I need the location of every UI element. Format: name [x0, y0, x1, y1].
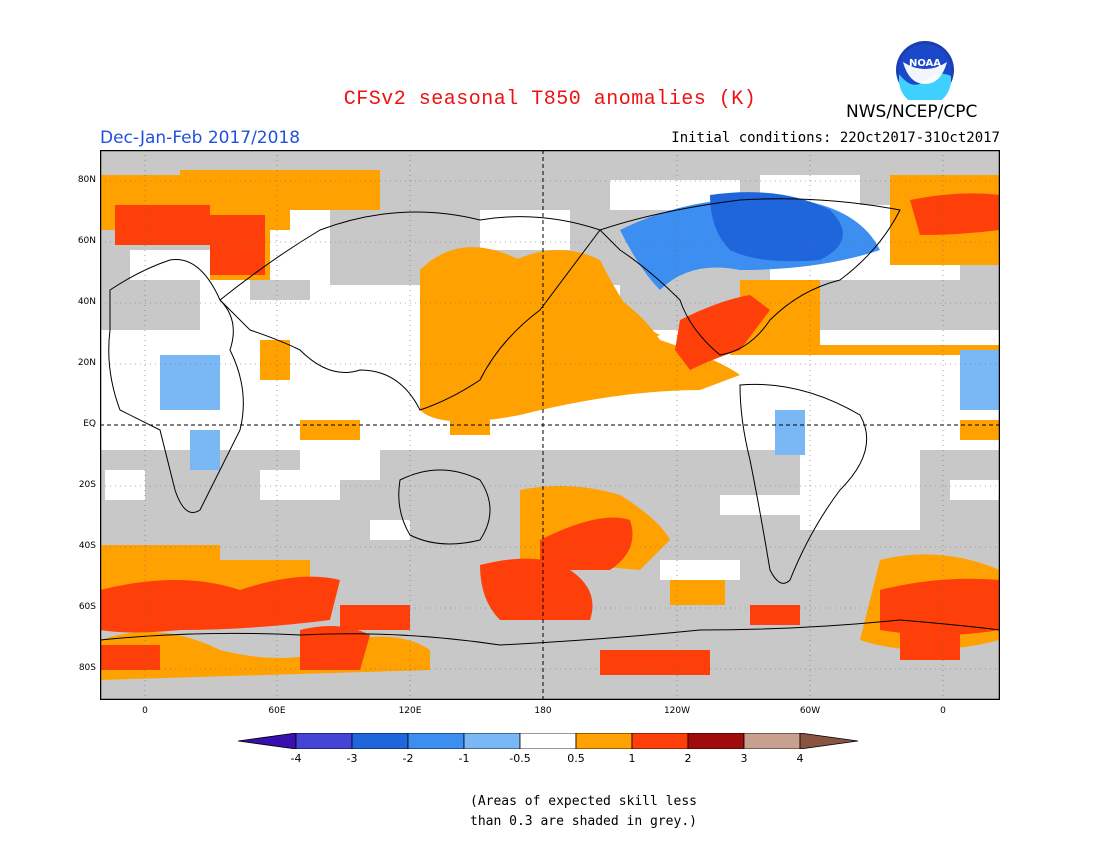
initial-conditions: Initial conditions: 22Oct2017-31Oct2017 — [671, 130, 1000, 146]
colorbar-cell — [799, 733, 859, 749]
footnote-line-2: than 0.3 are shaded in grey.) — [470, 814, 697, 829]
footnote-line-1: (Areas of expected skill less — [470, 794, 697, 809]
lat-label-80s: 80S — [78, 663, 96, 673]
lat-label-40s: 40S — [78, 541, 96, 551]
colorbar-cell — [687, 733, 745, 749]
noaa-logo-icon: NOAA — [896, 41, 954, 100]
graticule — [100, 150, 1000, 700]
anomaly-1-2 — [100, 193, 1000, 675]
logo-text: NOAA — [909, 58, 941, 69]
lat-label-20n: 20N — [77, 358, 96, 368]
colorbar-label: -0.5 — [509, 752, 531, 765]
lon-label-120e: 120E — [398, 706, 422, 716]
map-title: CFSv2 seasonal T850 anomalies (K) — [343, 88, 757, 111]
colorbar-cell — [463, 733, 521, 749]
lon-label-120w: 120W — [663, 706, 691, 716]
lon-label-60w: 60W — [799, 706, 821, 716]
colorbar-label: -1 — [458, 752, 470, 765]
colorbar-label: -3 — [346, 752, 358, 765]
lat-label-80n: 80N — [77, 175, 96, 185]
lon-label-0: 0 — [142, 706, 148, 716]
colorbar-cell — [631, 733, 689, 749]
colorbar-cell — [238, 733, 297, 749]
colorbar-label: -2 — [402, 752, 414, 765]
lat-label-eq: EQ — [83, 419, 96, 429]
anomaly-map — [100, 150, 1000, 700]
lat-label-60s: 60S — [78, 602, 96, 612]
coastlines — [100, 198, 1000, 646]
forecast-period: Dec-Jan-Feb 2017/2018 — [100, 128, 301, 148]
colorbar-label: 0.5 — [567, 752, 585, 765]
agency-label: NWS/NCEP/CPC — [846, 102, 978, 122]
lon-label-60e: 60E — [268, 706, 286, 716]
colorbar-cell — [407, 733, 465, 749]
lon-label-0-right: 0 — [940, 706, 946, 716]
lon-label-180: 180 — [534, 706, 552, 716]
colorbar-label: -4 — [290, 752, 302, 765]
colorbar-cell — [519, 733, 577, 749]
lat-label-40n: 40N — [77, 297, 96, 307]
colorbar-label: 2 — [684, 752, 692, 765]
colorbar-cell — [743, 733, 801, 749]
colorbar — [238, 733, 859, 749]
colorbar-cell — [575, 733, 633, 749]
map-frame — [100, 150, 1000, 700]
footnote: (Areas of expected skill less than 0.3 a… — [470, 792, 697, 832]
colorbar-label: 1 — [628, 752, 636, 765]
colorbar-label: 4 — [796, 752, 804, 765]
lat-label-20s: 20S — [78, 480, 96, 490]
colorbar-cell — [295, 733, 353, 749]
colorbar-cell — [351, 733, 409, 749]
colorbar-label: 3 — [740, 752, 748, 765]
lat-label-60n: 60N — [77, 236, 96, 246]
